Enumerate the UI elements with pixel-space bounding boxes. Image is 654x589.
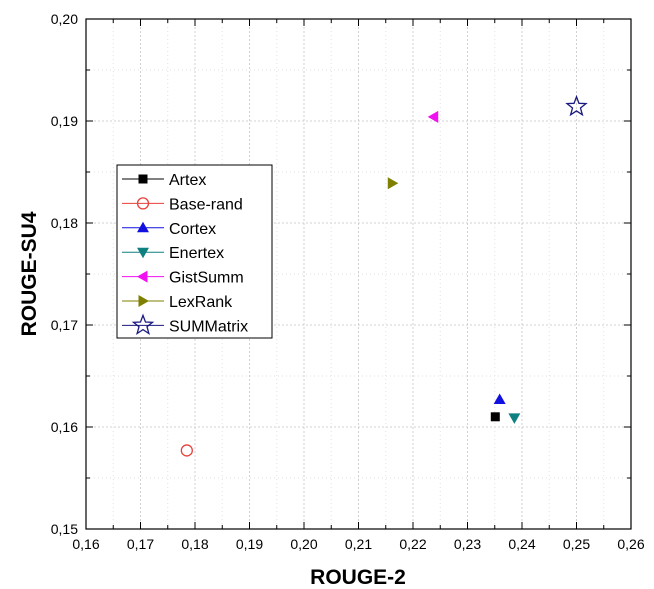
x-tick-label: 0,18	[181, 536, 208, 552]
legend-label: LexRank	[169, 294, 233, 311]
legend-marker	[137, 247, 149, 259]
axis-ticks: 0,16 0,17 0,18 0,19 0,20 0,21 0,22 0,23 0,24 0,25…	[51, 11, 645, 552]
legend-label: GistSumm	[169, 270, 244, 287]
legend: Artex Base-rand Cortex Enertex GistSumm LexRa…	[116, 164, 273, 339]
y-tick-label: 0,16	[51, 419, 78, 435]
legend-label: Enertex	[169, 245, 224, 262]
x-tick-label: 0,26	[617, 536, 644, 552]
legend-marker	[136, 197, 150, 210]
grid-lines	[86, 19, 631, 529]
x-tick-label: 0,23	[454, 536, 481, 552]
x-tick-label: 0,16	[72, 536, 99, 552]
y-axis-title: ROUGE-SU4	[18, 211, 41, 336]
x-tick-label: 0,20	[290, 536, 317, 552]
x-tick-label: 0,25	[563, 536, 590, 552]
x-tick-label: 0,19	[236, 536, 263, 552]
legend-box	[116, 164, 273, 339]
x-tick-label: 0,21	[345, 536, 372, 552]
legend-item-artex: Artex	[122, 172, 206, 189]
legend-item-lexrank: LexRank	[122, 294, 233, 311]
point-artex	[490, 412, 500, 422]
legend-label: Cortex	[169, 221, 216, 238]
legend-label: Base-rand	[169, 196, 243, 213]
point-base-rand	[180, 444, 193, 457]
data-points	[180, 94, 588, 457]
legend-marker	[131, 313, 155, 335]
legend-item-enertex: Enertex	[122, 245, 224, 262]
y-tick-label: 0,20	[51, 11, 78, 27]
point-gistsumm	[427, 110, 439, 123]
legend-marker	[137, 270, 148, 283]
legend-marker	[138, 295, 149, 307]
point-enertex	[508, 413, 521, 424]
legend-label: SUMMatrix	[169, 318, 248, 335]
point-lexrank	[387, 177, 399, 190]
legend-item-gistsumm: GistSumm	[122, 270, 244, 287]
point-cortex	[493, 393, 506, 404]
legend-marker	[137, 221, 149, 233]
x-tick-label: 0,17	[127, 536, 154, 552]
legend-item-cortex: Cortex	[122, 221, 216, 238]
y-tick-label: 0,18	[51, 215, 78, 231]
legend-marker	[138, 174, 148, 184]
y-tick-label: 0,19	[51, 113, 78, 129]
y-tick-label: 0,17	[51, 317, 78, 333]
x-axis-title: ROUGE-2	[310, 566, 406, 589]
y-tick-label: 0,15	[51, 521, 78, 537]
legend-label: Artex	[169, 172, 206, 189]
x-tick-label: 0,22	[399, 536, 426, 552]
point-summatrix	[565, 94, 588, 117]
x-tick-label: 0,24	[508, 536, 535, 552]
legend-item-summatrix: SUMMatrix	[122, 313, 248, 335]
legend-item-base-rand: Base-rand	[122, 196, 243, 213]
